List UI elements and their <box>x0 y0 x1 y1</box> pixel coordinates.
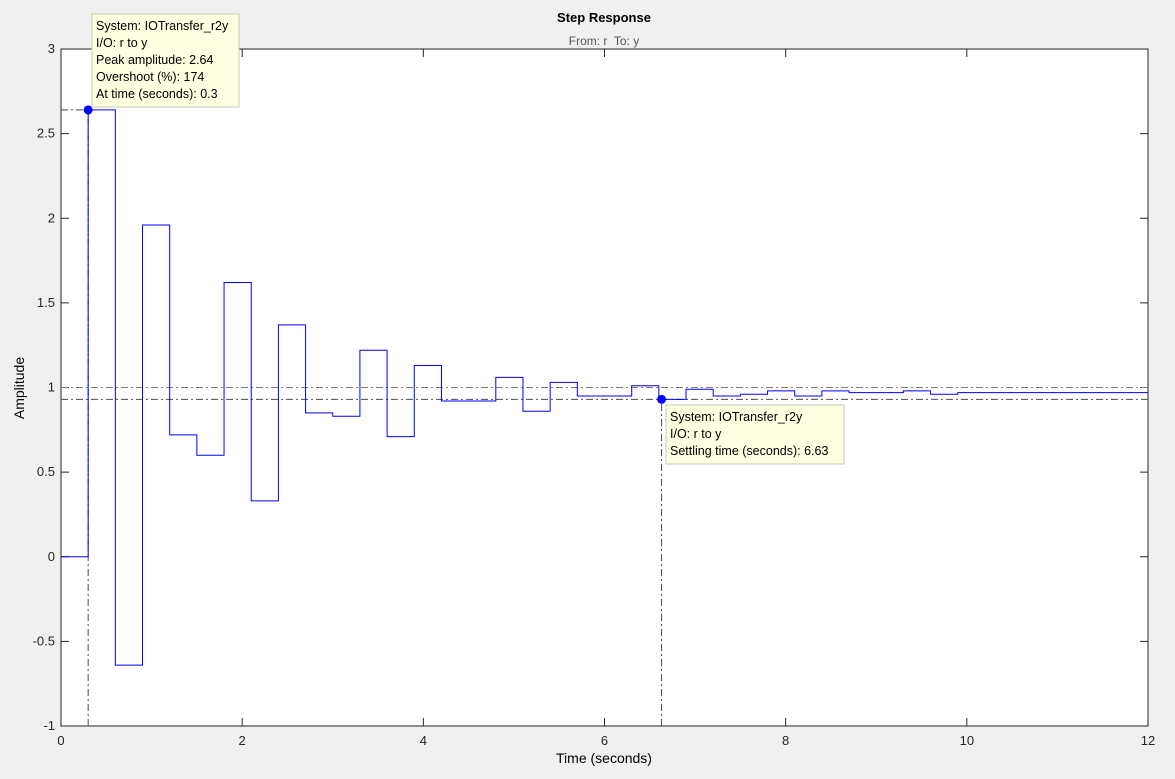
y-tick-label: 2.5 <box>37 126 55 141</box>
datatip-line: System: IOTransfer_r2y <box>670 410 803 424</box>
datatip-line: At time (seconds): 0.3 <box>96 87 218 101</box>
datatip-line: Settling time (seconds): 6.63 <box>670 444 828 458</box>
datatip-background <box>91 13 240 108</box>
y-tick-label: 3 <box>48 41 55 56</box>
x-axis-label: Time (seconds) <box>556 750 652 766</box>
datatip-line: I/O: r to y <box>670 427 722 441</box>
y-tick-label: 1 <box>48 380 55 395</box>
y-tick-label: 0.5 <box>37 464 55 479</box>
y-tick-label: 0 <box>48 549 55 564</box>
x-tick-label: 12 <box>1141 733 1155 748</box>
y-tick-label: 2 <box>48 210 55 225</box>
chart-subtitle: From: r To: y <box>569 34 639 48</box>
datatip-line: Peak amplitude: 2.64 <box>96 53 213 67</box>
y-tick-label: 1.5 <box>37 295 55 310</box>
y-axis-label: Amplitude <box>11 357 27 419</box>
datatip-marker[interactable] <box>83 105 93 115</box>
datatip-marker[interactable] <box>657 394 667 404</box>
y-tick-label: -1 <box>43 718 55 733</box>
x-tick-label: 4 <box>420 733 427 748</box>
x-tick-labels: 0 2 4 6 8 10 12 <box>57 733 1155 748</box>
x-tick-label: 0 <box>57 733 64 748</box>
datatip-box[interactable]: System: IOTransfer_r2y I/O: r to y Peak am… <box>91 13 240 108</box>
datatip-box[interactable]: System: IOTransfer_r2y I/O: r to y Settlin… <box>665 404 845 465</box>
series-layer <box>61 109 1148 666</box>
y-tick-label: -0.5 <box>33 633 55 648</box>
datatip-line: System: IOTransfer_r2y <box>96 19 229 33</box>
step-response-line <box>61 109 1148 666</box>
datatip-line: Overshoot (%): 174 <box>96 70 204 84</box>
x-tick-label: 6 <box>601 733 608 748</box>
datatip-line: I/O: r to y <box>96 36 148 50</box>
chart-title: Step Response <box>557 10 651 25</box>
y-tick-labels: -1 -0.5 0 0.5 1 1.5 2 2.5 3 <box>33 41 55 733</box>
datatip-markers[interactable] <box>83 105 667 404</box>
x-tick-label: 10 <box>960 733 974 748</box>
datatip-background <box>665 404 845 465</box>
x-tick-label: 8 <box>782 733 789 748</box>
x-tick-label: 2 <box>239 733 246 748</box>
datatips[interactable]: System: IOTransfer_r2y I/O: r to y Peak am… <box>91 13 845 465</box>
